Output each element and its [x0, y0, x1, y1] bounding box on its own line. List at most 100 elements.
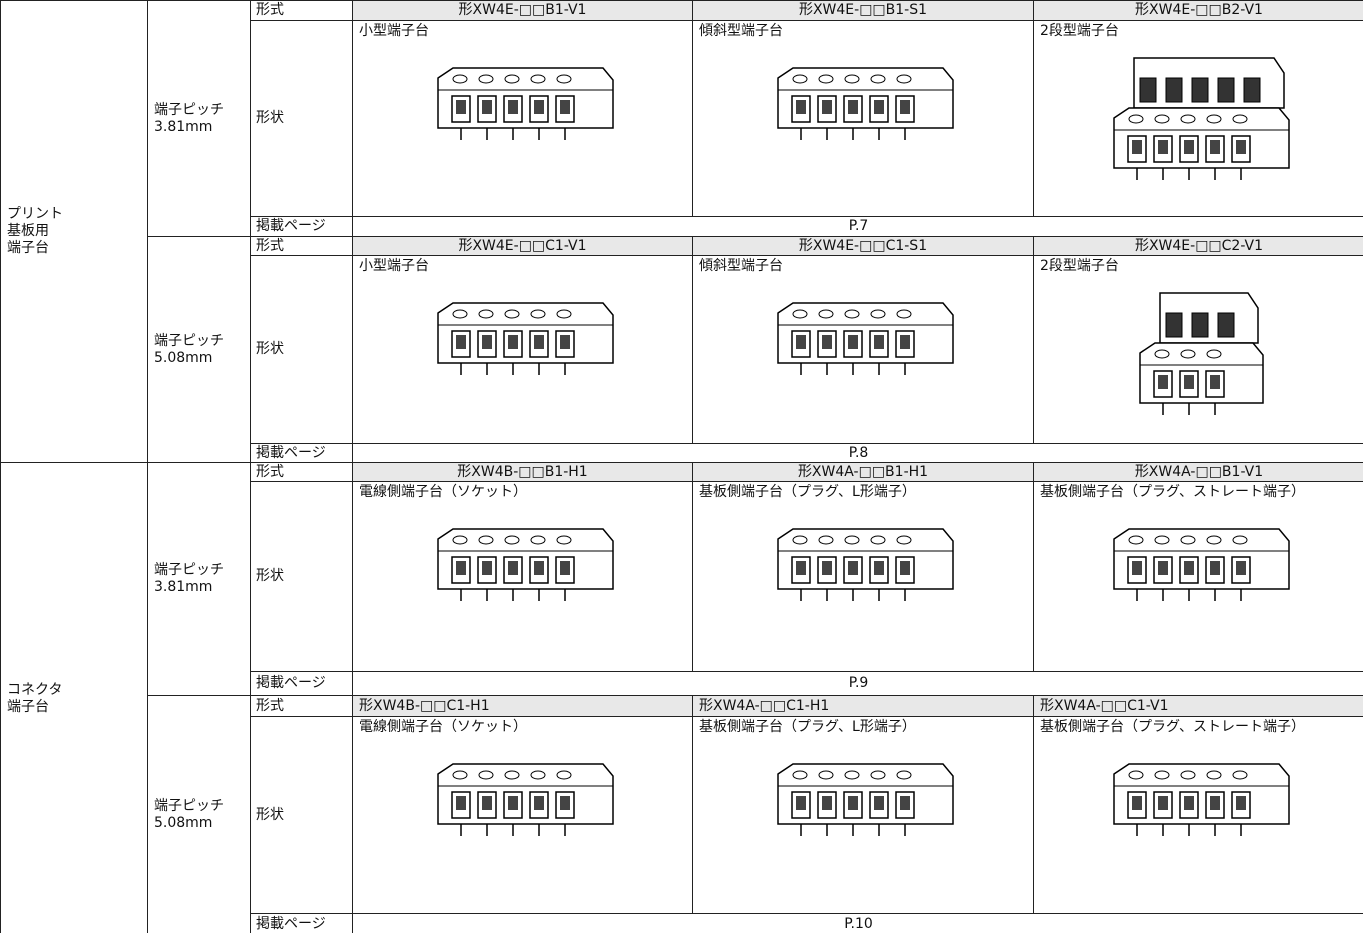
shape-cell: 2段型端子台: [1033, 255, 1363, 444]
product-illustration: [1113, 57, 1290, 180]
shape-caption: 2段型端子台: [1040, 258, 1119, 274]
page-ref: P.9: [848, 675, 869, 691]
page-label: 掲載ページ: [256, 218, 326, 234]
label-cell: 形状: [250, 20, 353, 217]
page-ref: P.7: [848, 218, 869, 234]
model-name: 形XW4B-□□B1-H1: [457, 463, 588, 480]
shape-cell: 傾斜型端子台: [692, 20, 1034, 217]
model-name: 形XW4E-□□C2-V1: [1134, 237, 1264, 254]
label-cell: 掲載ページ: [250, 443, 353, 463]
model-cell: 形XW4E-□□B1-S1: [692, 0, 1034, 21]
category-text: コネクタ: [7, 681, 63, 698]
label-cell: 掲載ページ: [250, 671, 353, 696]
product-illustration: [777, 67, 954, 140]
pitch-cell: 端子ピッチ 5.08mm: [147, 695, 251, 933]
product-illustration: [436, 302, 614, 375]
model-name: 形XW4E-□□C1-V1: [458, 237, 587, 254]
shape-caption: 基板側端子台（プラグ、ストレート端子）: [1040, 484, 1306, 500]
category-text: プリント: [7, 206, 63, 222]
model-name: 形XW4E-□□B1-S1: [798, 2, 928, 18]
shape-row: 形状 小型端子台 傾斜型端子台 2段型端子台: [1, 255, 1363, 444]
page-label: 掲載ページ: [256, 675, 326, 691]
category-cell: プリント 基板用 端子台: [0, 0, 148, 463]
pitch-text: 3.81mm: [154, 118, 213, 135]
page-cell: P.8: [352, 443, 1363, 463]
product-illustration: [436, 67, 614, 140]
shape-row: 形状 電線側端子台（ソケット） 基板側端子台（プラグ、L形端子） 基板側端子台（プラグ…: [1, 716, 1363, 914]
page-ref: P.10: [844, 915, 873, 932]
shape-cell: 基板側端子台（プラグ、L形端子）: [692, 716, 1034, 914]
pitch-text: 端子ピッチ: [154, 332, 224, 349]
model-cell: 形XW4B-□□B1-H1: [352, 462, 693, 482]
model-name: 形XW4A-□□B1-H1: [797, 463, 929, 480]
shape-cell: 電線側端子台（ソケット）: [352, 716, 693, 914]
model-name: 形XW4A-□□B1-V1: [1134, 463, 1264, 480]
product-illustration: [777, 528, 954, 601]
pitch-cell: 端子ピッチ 3.81mm: [147, 0, 251, 237]
category-text: 基板用: [7, 223, 49, 239]
shape-row: 形状 小型端子台 傾斜型端子台 2段型端子台: [1, 20, 1363, 217]
label-cell: 形式: [250, 462, 353, 482]
model-name: 形XW4A-□□C1-V1: [1040, 697, 1169, 714]
page-cell: P.10: [352, 913, 1363, 933]
form-label: 形式: [256, 237, 284, 254]
pitch-text: 端子ピッチ: [154, 798, 224, 814]
shape-label: 形状: [256, 568, 284, 584]
shape-cell: 傾斜型端子台: [692, 255, 1034, 444]
shape-caption: 基板側端子台（プラグ、L形端子）: [699, 484, 916, 500]
page-ref: P.8: [848, 444, 869, 461]
model-cell: 形XW4E-□□B2-V1: [1033, 0, 1363, 21]
model-cell: 形XW4A-□□C1-V1: [1033, 695, 1363, 717]
pitch-cell: 端子ピッチ 5.08mm: [147, 236, 251, 463]
pitch-text: 5.08mm: [154, 349, 213, 366]
category-cell: コネクタ 端子台: [0, 462, 148, 933]
label-cell: 形式: [250, 236, 353, 256]
product-illustration: [436, 763, 614, 836]
shape-label: 形状: [256, 341, 284, 357]
label-cell: 形式: [250, 695, 353, 717]
page-cell: P.9: [352, 671, 1363, 696]
label-cell: 形状: [250, 481, 353, 672]
page-row: 掲載ページ P.9: [1, 671, 1363, 696]
page-row: 掲載ページ P.10: [1, 913, 1363, 933]
model-cell: 形XW4A-□□B1-H1: [692, 462, 1034, 482]
category-text: 端子台: [7, 240, 49, 256]
model-cell: 形XW4E-□□C2-V1: [1033, 236, 1363, 256]
label-cell: 形状: [250, 255, 353, 444]
form-row: 端子ピッチ 5.08mm 形式 形XW4B-□□C1-H1 形XW4A-□□C1-H1 形…: [1, 695, 1363, 933]
label-cell: 形式: [250, 0, 353, 21]
shape-caption: 電線側端子台（ソケット）: [359, 484, 527, 500]
label-cell: 掲載ページ: [250, 913, 353, 933]
product-illustration: [1113, 763, 1290, 836]
form-row: 端子ピッチ 5.08mm 形式 形XW4E-□□C1-V1 形XW4E-□□C1-S1 形…: [1, 236, 1363, 463]
shape-cell: 小型端子台: [352, 255, 693, 444]
shape-label: 形状: [256, 806, 284, 823]
shape-cell: 2段型端子台: [1033, 20, 1363, 217]
shape-caption: 傾斜型端子台: [699, 23, 783, 39]
shape-caption: 小型端子台: [359, 258, 429, 274]
shape-caption: 電線側端子台（ソケット）: [359, 719, 527, 735]
product-illustration: [777, 763, 954, 836]
shape-cell: 電線側端子台（ソケット）: [352, 481, 693, 672]
model-cell: 形XW4B-□□C1-H1: [352, 695, 693, 717]
model-name: 形XW4B-□□C1-H1: [359, 697, 490, 714]
pitch-text: 3.81mm: [154, 579, 213, 595]
model-name: 形XW4E-□□C1-S1: [798, 237, 928, 254]
product-illustration: [1113, 528, 1290, 601]
form-label: 形式: [256, 463, 284, 480]
model-name: 形XW4E-□□B1-V1: [458, 2, 587, 18]
pitch-text: 端子ピッチ: [154, 101, 224, 118]
form-row: プリント 基板用 端子台 端子ピッチ 3.81mm 形式 形XW4E-□□B1-V1 形XW4…: [0, 0, 1363, 463]
model-cell: 形XW4E-□□C1-V1: [352, 236, 693, 256]
product-illustration: [436, 528, 614, 601]
page-cell: P.7: [352, 216, 1363, 237]
pitch-text: 端子ピッチ: [154, 562, 224, 578]
shape-cell: 基板側端子台（プラグ、L形端子）: [692, 481, 1034, 672]
product-illustration: [777, 302, 954, 375]
pitch-text: 5.08mm: [154, 815, 213, 831]
shape-caption: 小型端子台: [359, 23, 429, 39]
model-name: 形XW4E-□□B2-V1: [1135, 2, 1263, 18]
product-illustration: [1139, 292, 1264, 415]
page-label: 掲載ページ: [256, 444, 326, 461]
